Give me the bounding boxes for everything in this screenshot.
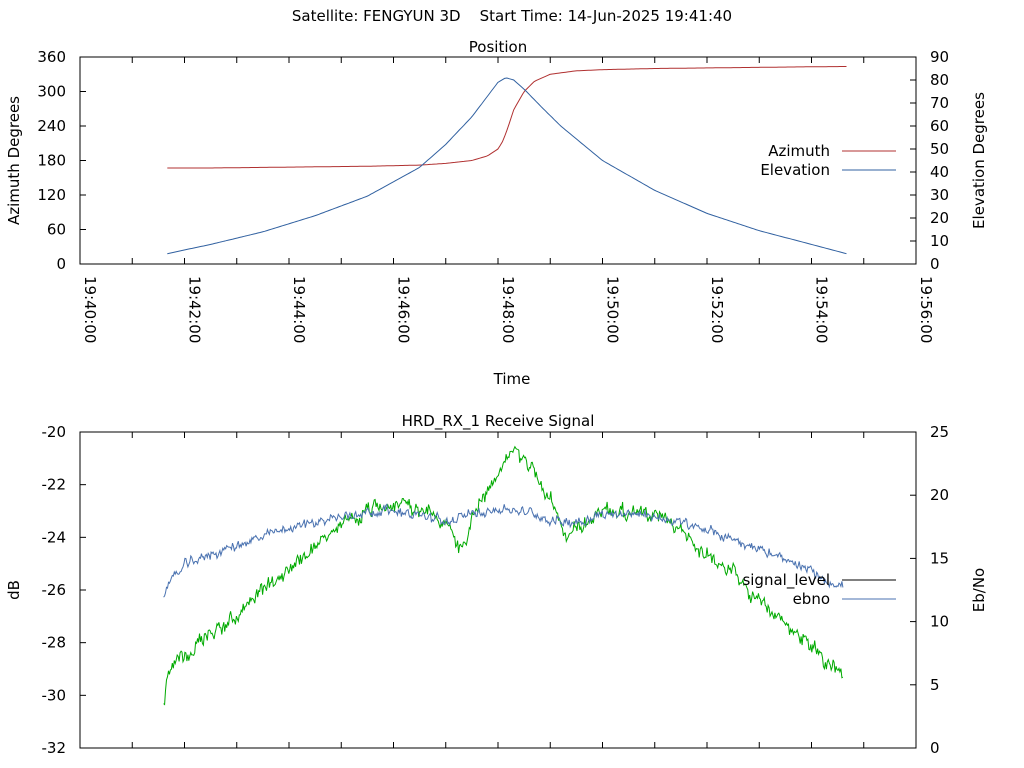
receive-signal-chart: HRD_RX_1 Receive Signal -32 -30 -28 -26 -24 -2… xyxy=(5,412,988,757)
y-axis-label: Azimuth Degrees xyxy=(5,96,23,225)
y2-axis-label: Eb/No xyxy=(970,568,988,612)
chart-title: Position xyxy=(469,38,527,56)
y2-tick-label: 40 xyxy=(930,163,949,181)
y2-tick-label: 90 xyxy=(930,48,949,66)
y2-tick-label: 10 xyxy=(930,232,949,250)
y-tick-label: 240 xyxy=(37,117,66,135)
x-axis-label: Time xyxy=(493,370,531,388)
y2-tick-label: 15 xyxy=(930,549,949,567)
y-tick-label: -26 xyxy=(42,581,67,599)
y-tick-label: 120 xyxy=(37,186,66,204)
series-line-signal-level xyxy=(163,445,844,706)
y2-tick-label: 20 xyxy=(930,486,949,504)
legend-label: ebno xyxy=(793,590,830,608)
x-tick-label: 19:40:00 xyxy=(81,276,99,343)
plot-frame xyxy=(79,431,917,749)
y2-tick-label: 50 xyxy=(930,140,949,158)
x-tick-label: 19:44:00 xyxy=(290,276,308,343)
y-tick-label: 360 xyxy=(37,48,66,66)
x-tick-label: 19:48:00 xyxy=(499,276,517,343)
y2-tick-label: 25 xyxy=(930,423,949,441)
x-tick-label: 19:42:00 xyxy=(186,276,204,343)
start-time-label: Start Time: 14-Jun-2025 19:41:40 xyxy=(479,7,733,25)
chart-title: HRD_RX_1 Receive Signal xyxy=(402,412,595,431)
y2-tick-label: 70 xyxy=(930,94,949,112)
y-axis-label: dB xyxy=(5,580,23,600)
series-line-azimuth xyxy=(167,66,847,169)
y2-tick-label: 80 xyxy=(930,71,949,89)
y2-tick-label: 0 xyxy=(930,739,940,757)
y2-tick-label: 20 xyxy=(930,209,949,227)
series-line-elevation xyxy=(167,77,847,255)
y-tick-label: 180 xyxy=(37,152,66,170)
y-tick-label: -30 xyxy=(42,686,67,704)
legend-label: Elevation xyxy=(760,161,830,179)
y-tick-label: -22 xyxy=(42,476,67,494)
y-tick-label: -32 xyxy=(42,739,67,757)
y-tick-label: 0 xyxy=(56,255,66,273)
y-tick-label: -20 xyxy=(42,423,67,441)
y2-tick-label: 30 xyxy=(930,186,949,204)
page-title: Satellite: FENGYUN 3D Start Time: 14-Jun… xyxy=(0,7,1024,25)
legend-label: Azimuth xyxy=(768,142,830,160)
y2-tick-label: 60 xyxy=(930,117,949,135)
legend-label: signal_level xyxy=(742,571,830,590)
satellite-label: Satellite: FENGYUN 3D xyxy=(291,7,461,25)
x-tick-label: 19:56:00 xyxy=(917,276,935,343)
y2-tick-label: 5 xyxy=(930,676,940,694)
x-tick-label: 19:52:00 xyxy=(708,276,726,343)
series-line-ebno xyxy=(163,503,844,598)
y-tick-label: -24 xyxy=(42,528,67,546)
y-tick-label: 300 xyxy=(37,83,66,101)
y-tick-label: 60 xyxy=(47,221,66,239)
y2-tick-label: 0 xyxy=(930,255,940,273)
position-chart: Position 19:40:00 19:42:00 19:44:00 19:46:00… xyxy=(5,38,988,388)
y2-tick-label: 10 xyxy=(930,613,949,631)
x-tick-label: 19:54:00 xyxy=(813,276,831,343)
y2-axis-label: Elevation Degrees xyxy=(970,92,988,229)
x-tick-label: 19:46:00 xyxy=(395,276,413,343)
y-tick-label: -28 xyxy=(42,634,67,652)
x-tick-label: 19:50:00 xyxy=(604,276,622,343)
